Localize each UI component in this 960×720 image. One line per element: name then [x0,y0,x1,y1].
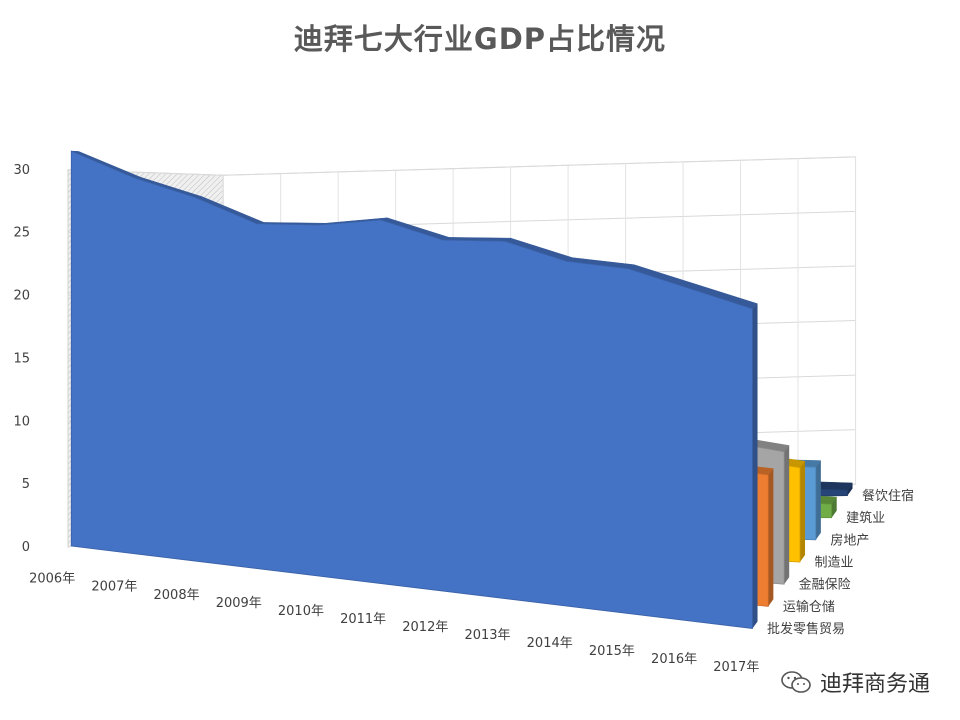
watermark-text: 迪拜商务通 [819,672,930,697]
y-tick-label: 0 [22,540,30,555]
axis-layer: 0 5 10 15 20 25 30 2006年 2007年 2008年 2009年 2010年 201… [13,163,914,675]
x-tick-label: 2011年 [340,612,386,627]
x-tick-label: 2015年 [589,644,635,659]
series-0 [70,150,759,629]
wechat-icon [781,671,811,693]
x-tick-label: 2009年 [216,596,262,611]
x-tick-label: 2014年 [527,636,573,651]
x-tick-label: 2017年 [713,660,759,675]
area-front [70,150,753,629]
area-side [752,303,758,629]
y-tick-label: 10 [13,414,30,429]
area-side [815,460,821,540]
series-label: 建筑业 [846,510,885,526]
x-tick-label: 2012年 [402,620,448,635]
chart-title: 迪拜七大行业GDP占比情况 [293,22,667,56]
y-tick-label: 5 [22,477,30,492]
series-label: 金融保险 [799,577,851,593]
y-tick-label: 30 [13,163,30,178]
y-tick-label: 15 [13,351,30,366]
x-tick-label: 2008年 [154,588,200,603]
x-tick-label: 2010年 [278,604,324,619]
area-side [784,445,790,585]
x-tick-label: 2006年 [29,572,75,587]
series-layer [70,150,854,629]
x-tick-label: 2007年 [91,580,137,595]
x-tick-label: 2013年 [464,628,510,643]
area-side [768,468,774,607]
x-tick-label: 2016年 [651,652,697,667]
area-side [831,497,837,518]
watermark: 迪拜商务通 [780,666,930,698]
area-side [799,461,806,563]
series-label: 房地产 [830,532,869,548]
series-label: 餐饮住宿 [862,488,914,504]
area-side [847,482,853,496]
y-tick-label: 25 [13,226,30,241]
series-label: 批发零售贸易 [767,621,845,637]
series-label: 制造业 [815,556,854,571]
series-label: 运输仓储 [783,599,835,615]
y-tick-label: 20 [13,289,30,304]
